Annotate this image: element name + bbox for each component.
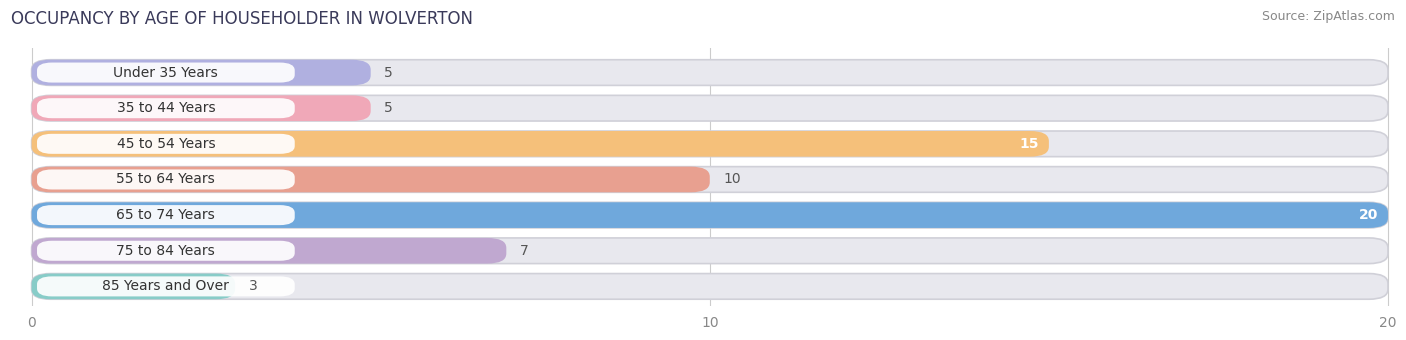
Text: 10: 10 [723,172,741,186]
FancyBboxPatch shape [31,167,710,192]
FancyBboxPatch shape [31,167,1388,192]
FancyBboxPatch shape [31,60,371,85]
FancyBboxPatch shape [31,274,235,299]
Text: Source: ZipAtlas.com: Source: ZipAtlas.com [1261,10,1395,23]
FancyBboxPatch shape [31,131,1388,157]
FancyBboxPatch shape [31,95,1388,121]
Text: 75 to 84 Years: 75 to 84 Years [117,244,215,258]
Text: 65 to 74 Years: 65 to 74 Years [117,208,215,222]
Text: 85 Years and Over: 85 Years and Over [103,279,229,293]
FancyBboxPatch shape [37,98,295,118]
Text: 3: 3 [249,279,257,293]
FancyBboxPatch shape [31,274,1388,299]
FancyBboxPatch shape [31,131,1049,157]
FancyBboxPatch shape [37,276,295,296]
Text: 15: 15 [1019,137,1039,151]
Text: OCCUPANCY BY AGE OF HOUSEHOLDER IN WOLVERTON: OCCUPANCY BY AGE OF HOUSEHOLDER IN WOLVE… [11,10,474,28]
FancyBboxPatch shape [31,202,1388,228]
FancyBboxPatch shape [37,205,295,225]
Text: 5: 5 [384,101,394,115]
Text: 5: 5 [384,66,394,80]
FancyBboxPatch shape [37,63,295,83]
Text: 20: 20 [1358,208,1378,222]
FancyBboxPatch shape [37,134,295,154]
FancyBboxPatch shape [31,238,1388,264]
FancyBboxPatch shape [31,202,1388,228]
FancyBboxPatch shape [31,60,1388,85]
FancyBboxPatch shape [37,169,295,189]
Text: 35 to 44 Years: 35 to 44 Years [117,101,215,115]
Text: Under 35 Years: Under 35 Years [114,66,218,80]
FancyBboxPatch shape [31,95,371,121]
Text: 45 to 54 Years: 45 to 54 Years [117,137,215,151]
Text: 7: 7 [520,244,529,258]
Text: 55 to 64 Years: 55 to 64 Years [117,172,215,186]
FancyBboxPatch shape [31,238,506,264]
FancyBboxPatch shape [37,241,295,261]
